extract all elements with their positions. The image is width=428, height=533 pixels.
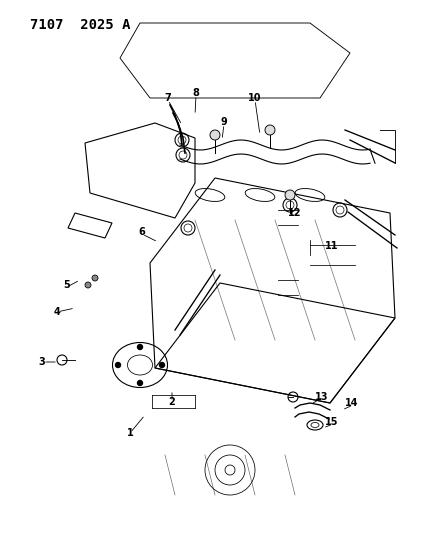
Text: 11: 11 [325,241,339,251]
Text: 12: 12 [288,208,302,218]
Circle shape [116,362,121,367]
Text: 4: 4 [54,307,60,317]
Text: 5: 5 [64,280,70,290]
Text: 6: 6 [139,227,146,237]
Text: 9: 9 [220,117,227,127]
Circle shape [85,282,91,288]
Text: 1: 1 [127,428,134,438]
Text: 13: 13 [315,392,329,402]
Circle shape [160,362,164,367]
Text: 7107  2025 A: 7107 2025 A [30,18,131,32]
Text: 15: 15 [325,417,339,427]
Text: 7: 7 [165,93,171,103]
Text: 14: 14 [345,398,359,408]
Text: 10: 10 [248,93,262,103]
Text: 8: 8 [193,88,199,98]
Circle shape [265,125,275,135]
Circle shape [137,344,143,350]
Text: 3: 3 [39,357,45,367]
Circle shape [210,130,220,140]
Circle shape [137,381,143,385]
Circle shape [285,190,295,200]
Circle shape [92,275,98,281]
Text: 2: 2 [169,397,175,407]
